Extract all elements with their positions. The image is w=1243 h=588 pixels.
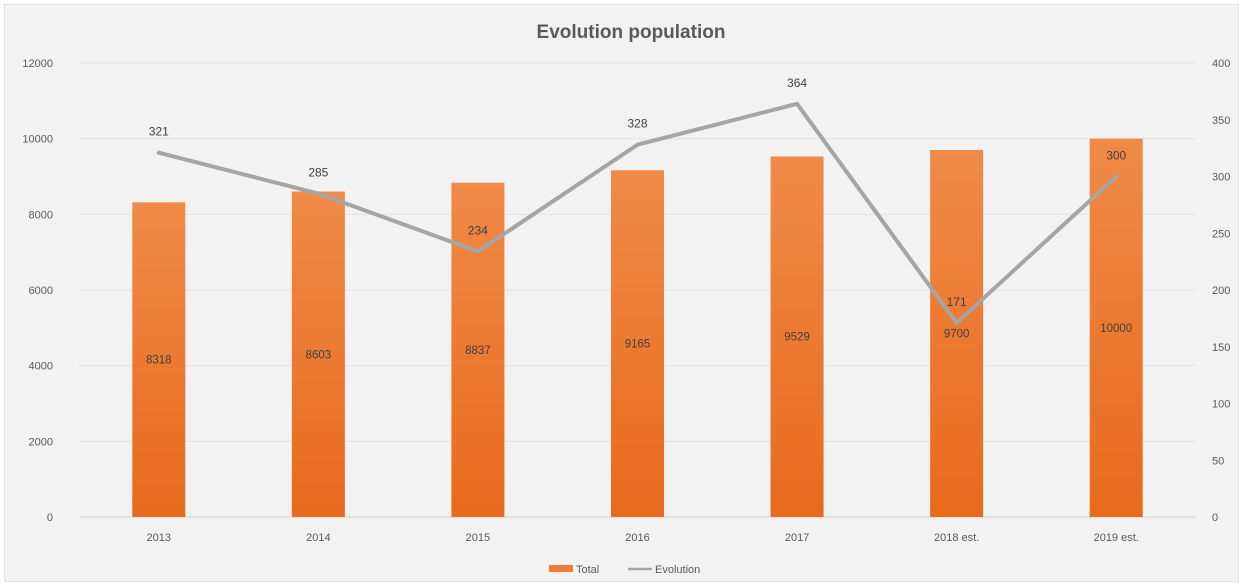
line-value-label: 234 <box>468 223 488 237</box>
y2-tick-label: 150 <box>1212 342 1230 354</box>
y2-tick-label: 100 <box>1212 399 1230 411</box>
bar-total <box>291 191 345 517</box>
line-value-label: 321 <box>149 125 169 139</box>
y2-tick-label: 350 <box>1212 115 1230 127</box>
x-category-label: 2016 <box>625 532 649 544</box>
bar-total <box>132 202 186 517</box>
bar-total <box>1089 138 1143 517</box>
x-category-label: 2018 est. <box>934 532 979 544</box>
y2-tick-label: 50 <box>1212 455 1224 467</box>
line-point <box>954 320 959 325</box>
legend-swatch-total <box>549 565 573 572</box>
line-value-label: 364 <box>787 76 807 90</box>
bar-total <box>611 170 664 517</box>
line-point <box>1114 174 1119 179</box>
chart-title: Evolution population <box>537 22 726 43</box>
bar-value-label: 9165 <box>625 339 651 351</box>
y2-tick-label: 250 <box>1212 228 1230 240</box>
y2-tick-label: 400 <box>1212 58 1230 70</box>
bar-total <box>770 156 824 518</box>
y-tick-label: 10000 <box>22 134 53 146</box>
x-category-label: 2014 <box>306 532 330 544</box>
line-point <box>156 150 161 155</box>
line-point <box>635 142 640 147</box>
bar-value-label: 8603 <box>306 349 332 361</box>
x-category-label: 2017 <box>785 532 809 544</box>
y-tick-label: 8000 <box>29 209 53 221</box>
bar-value-label: 10000 <box>1100 323 1132 335</box>
line-point <box>475 249 480 254</box>
y-tick-label: 0 <box>47 512 53 524</box>
chart-svg: Evolution population 8318 8603 8837 9165 952… <box>22 22 1230 576</box>
line-point <box>316 191 321 196</box>
y-tick-label: 4000 <box>29 361 53 373</box>
line-value-label: 328 <box>627 117 647 131</box>
y-tick-label: 6000 <box>29 285 53 297</box>
y2-tick-label: 200 <box>1212 285 1230 297</box>
legend-label-evolution: Evolution <box>655 564 700 576</box>
y-tick-label: 12000 <box>22 58 53 70</box>
line-value-label: 285 <box>308 166 328 180</box>
x-category-label: 2019 est. <box>1094 532 1139 544</box>
bar-value-label: 8837 <box>465 345 491 357</box>
legend-label-total: Total <box>576 564 599 576</box>
x-category-label: 2015 <box>466 532 490 544</box>
line-point <box>795 101 800 106</box>
chart-area: Evolution population 8318 8603 8837 9165 952… <box>4 4 1239 582</box>
y-tick-label: 2000 <box>29 436 53 448</box>
bar-value-label: 9700 <box>944 329 970 341</box>
line-value-label: 171 <box>947 295 967 309</box>
bar-total <box>930 150 984 517</box>
bar-value-label: 9529 <box>784 332 810 344</box>
y2-tick-label: 300 <box>1212 172 1230 184</box>
bar-value-label: 8318 <box>146 355 172 367</box>
x-category-label: 2013 <box>147 532 171 544</box>
line-value-label: 300 <box>1106 149 1126 163</box>
y2-tick-label: 0 <box>1212 512 1218 524</box>
